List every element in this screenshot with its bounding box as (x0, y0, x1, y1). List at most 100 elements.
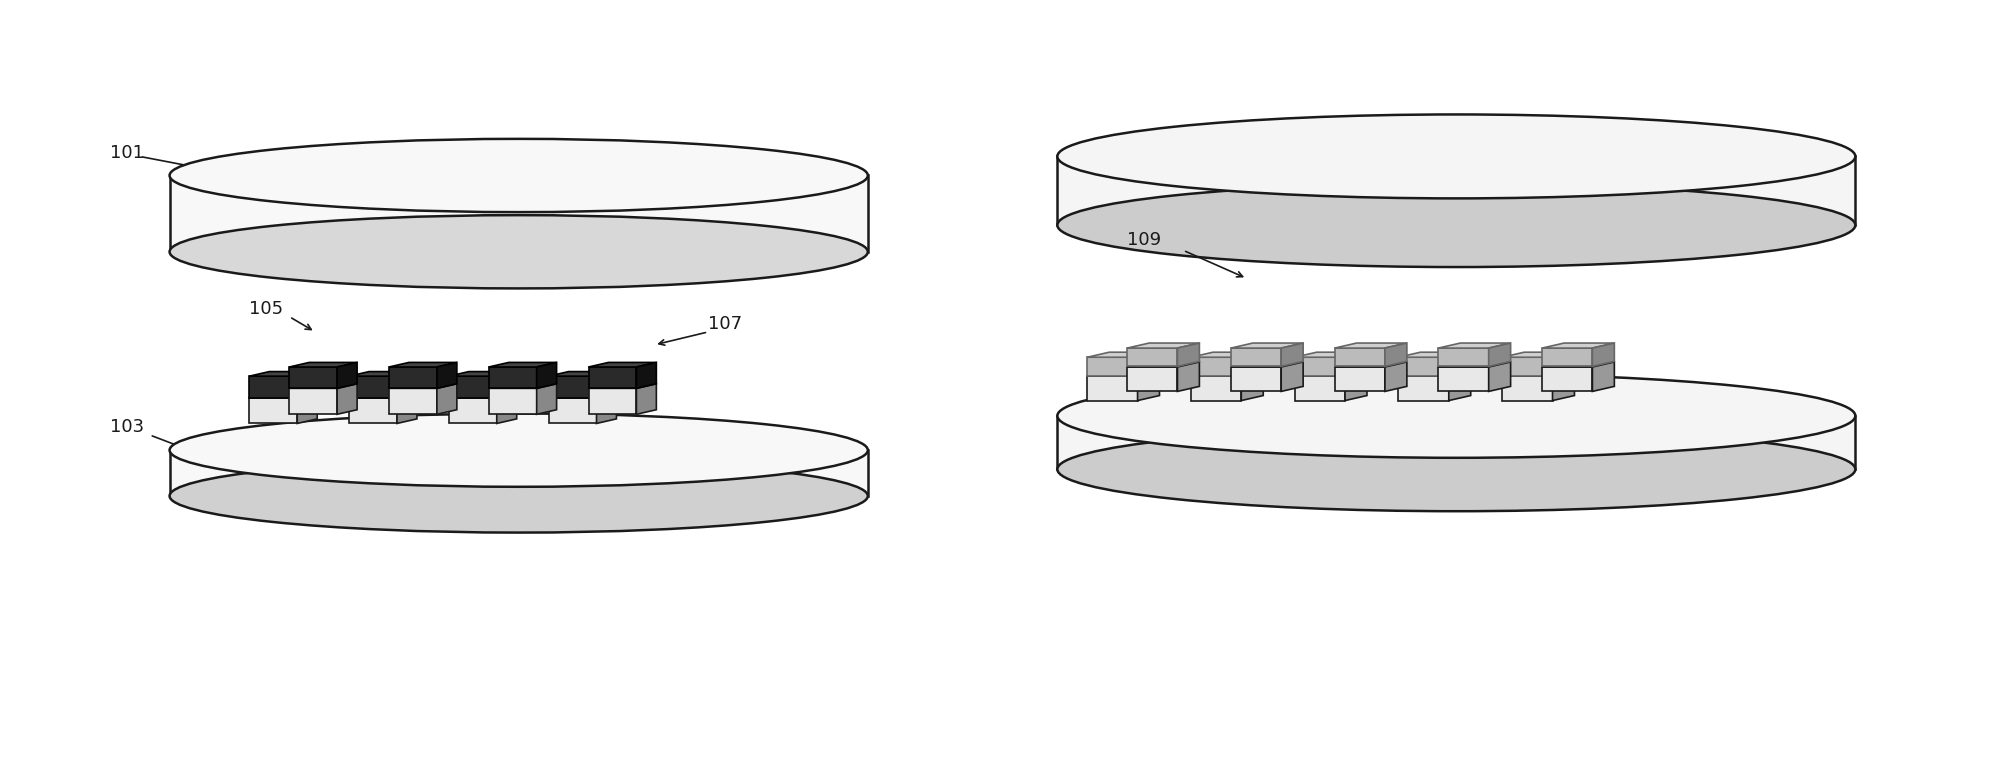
Polygon shape (1335, 348, 1385, 366)
Polygon shape (1191, 353, 1263, 357)
Polygon shape (1438, 343, 1510, 348)
Polygon shape (1398, 376, 1448, 401)
Polygon shape (1231, 362, 1303, 367)
Polygon shape (1592, 362, 1614, 391)
Polygon shape (589, 367, 636, 388)
Polygon shape (437, 384, 457, 414)
Polygon shape (1231, 348, 1281, 366)
Polygon shape (589, 388, 636, 414)
Text: 101: 101 (110, 143, 144, 162)
Polygon shape (1087, 357, 1137, 375)
Polygon shape (170, 450, 868, 496)
Polygon shape (1335, 367, 1385, 391)
Polygon shape (449, 398, 497, 423)
Polygon shape (549, 376, 597, 398)
Polygon shape (1087, 376, 1137, 401)
Text: 109: 109 (1127, 231, 1161, 250)
Polygon shape (1335, 362, 1406, 367)
Polygon shape (589, 362, 656, 367)
Polygon shape (249, 376, 297, 398)
Polygon shape (389, 362, 457, 367)
Polygon shape (289, 367, 337, 388)
Polygon shape (289, 362, 357, 367)
Polygon shape (449, 393, 517, 398)
Polygon shape (337, 384, 357, 414)
Text: 103: 103 (110, 418, 144, 436)
Polygon shape (1438, 362, 1510, 367)
Polygon shape (1127, 367, 1177, 391)
Polygon shape (1448, 371, 1470, 401)
Polygon shape (1241, 371, 1263, 401)
Polygon shape (497, 393, 517, 423)
Polygon shape (537, 362, 557, 388)
Ellipse shape (1057, 374, 1855, 458)
Polygon shape (636, 384, 656, 414)
Polygon shape (349, 398, 397, 423)
Polygon shape (1295, 353, 1367, 357)
Polygon shape (1127, 362, 1199, 367)
Polygon shape (1385, 343, 1406, 366)
Polygon shape (1542, 343, 1614, 348)
Polygon shape (1087, 353, 1159, 357)
Polygon shape (289, 388, 337, 414)
Polygon shape (1438, 348, 1488, 366)
Polygon shape (1191, 371, 1263, 376)
Polygon shape (1231, 343, 1303, 348)
Polygon shape (549, 393, 616, 398)
Polygon shape (1127, 343, 1199, 348)
Polygon shape (1502, 357, 1552, 375)
Polygon shape (389, 367, 437, 388)
Polygon shape (597, 372, 616, 398)
Polygon shape (1542, 362, 1614, 367)
Ellipse shape (1057, 183, 1855, 267)
Polygon shape (449, 376, 497, 398)
Polygon shape (1345, 353, 1367, 375)
Polygon shape (549, 398, 597, 423)
Polygon shape (1345, 371, 1367, 401)
Polygon shape (1087, 371, 1159, 376)
Polygon shape (1137, 371, 1159, 401)
Polygon shape (1398, 371, 1470, 376)
Polygon shape (1295, 371, 1367, 376)
Polygon shape (489, 384, 557, 388)
Polygon shape (389, 388, 437, 414)
Polygon shape (589, 384, 656, 388)
Polygon shape (349, 376, 397, 398)
Polygon shape (1542, 348, 1592, 366)
Text: 105: 105 (249, 300, 283, 318)
Polygon shape (1398, 353, 1470, 357)
Polygon shape (397, 372, 417, 398)
Polygon shape (297, 393, 317, 423)
Polygon shape (1231, 367, 1281, 391)
Polygon shape (397, 393, 417, 423)
Polygon shape (1177, 343, 1199, 366)
Ellipse shape (170, 459, 868, 533)
Polygon shape (170, 175, 868, 252)
Polygon shape (597, 393, 616, 423)
Polygon shape (1241, 353, 1263, 375)
Polygon shape (1057, 416, 1855, 469)
Polygon shape (1542, 367, 1592, 391)
Polygon shape (1127, 348, 1177, 366)
Ellipse shape (170, 215, 868, 288)
Ellipse shape (170, 414, 868, 487)
Ellipse shape (1057, 427, 1855, 511)
Polygon shape (1281, 343, 1303, 366)
Polygon shape (1502, 371, 1574, 376)
Polygon shape (249, 393, 317, 398)
Polygon shape (1398, 357, 1448, 375)
Polygon shape (1488, 362, 1510, 391)
Polygon shape (449, 372, 517, 376)
Polygon shape (249, 372, 317, 376)
Polygon shape (549, 372, 616, 376)
Polygon shape (489, 367, 537, 388)
Polygon shape (1502, 353, 1574, 357)
Polygon shape (497, 372, 517, 398)
Polygon shape (1191, 376, 1241, 401)
Ellipse shape (170, 139, 868, 212)
Polygon shape (389, 384, 457, 388)
Polygon shape (437, 362, 457, 388)
Text: 107: 107 (708, 315, 742, 333)
Polygon shape (1385, 362, 1406, 391)
Polygon shape (1438, 367, 1488, 391)
